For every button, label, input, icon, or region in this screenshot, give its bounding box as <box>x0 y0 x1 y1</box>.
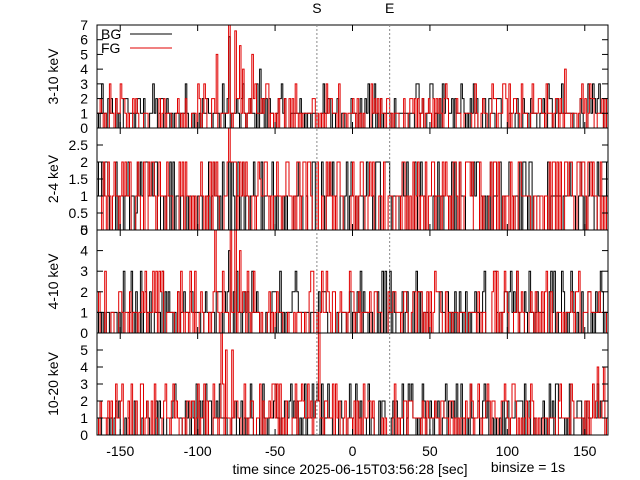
marker-label: E <box>385 0 394 16</box>
y-tick-label: 0 <box>80 325 88 341</box>
y-tick-label: 2.5 <box>69 137 89 153</box>
y-axis-label: 2-4 keV <box>45 154 61 203</box>
legend-label: FG <box>101 40 120 56</box>
y-tick-label: 2 <box>80 284 88 300</box>
y-tick-label: 4 <box>80 243 88 259</box>
x-axis-label: time since 2025-06-15T03:56:28 [sec] <box>232 461 467 477</box>
y-tick-label: 6 <box>80 32 88 48</box>
x-tick-label: 50 <box>422 443 438 459</box>
y-tick-label: 1 <box>80 410 88 426</box>
y-tick-label: 3 <box>80 376 88 392</box>
y-tick-label: 1 <box>80 105 88 121</box>
y-tick-label: 1 <box>80 188 88 204</box>
y-tick-label: 5 <box>80 46 88 62</box>
y-tick-label: 7 <box>80 17 88 33</box>
y-tick-label: 3 <box>80 76 88 92</box>
x-tick-label: 0 <box>349 443 357 459</box>
y-tick-label: 5 <box>80 342 88 358</box>
x-tick-label: -150 <box>106 443 134 459</box>
fg-curve <box>97 332 608 436</box>
y-axis-label: 10-20 keV <box>45 351 61 415</box>
y-tick-label: 1.5 <box>69 171 89 187</box>
fg-curve <box>97 127 608 231</box>
marker-label: S <box>312 0 321 16</box>
bg-curve <box>97 36 608 129</box>
y-tick-label: 0 <box>80 222 88 238</box>
binsize-note: binsize = 1s <box>491 459 565 475</box>
fg-curve <box>97 24 608 129</box>
y-tick-label: 0 <box>80 120 88 136</box>
x-tick-label: -50 <box>265 443 285 459</box>
y-tick-label: 0.5 <box>69 205 89 221</box>
y-tick-label: 2 <box>80 91 88 107</box>
y-axis-label: 3-10 keV <box>45 48 61 105</box>
x-tick-label: 100 <box>496 443 520 459</box>
y-tick-label: 0 <box>80 427 88 443</box>
panel-1: 00.511.522.5 2-4 keV <box>45 127 609 238</box>
panel-2: 0 1 2 3 4 5 4-10 keV <box>45 222 609 341</box>
y-tick-label: 4 <box>80 359 88 375</box>
y-tick-label: 5 <box>80 222 88 238</box>
y-axis-label: 4-10 keV <box>45 253 61 310</box>
legend-label: BG <box>101 26 121 42</box>
x-tick-label: 150 <box>573 443 597 459</box>
x-axis: -150 -100 -50 0 50 100 150 <box>106 443 596 459</box>
y-tick-label: 2 <box>80 393 88 409</box>
y-tick-label: 3 <box>80 263 88 279</box>
x-tick-label: -100 <box>184 443 212 459</box>
y-tick-label: 2 <box>80 154 88 170</box>
y-tick-label: 1 <box>80 304 88 320</box>
y-tick-label: 4 <box>80 61 88 77</box>
